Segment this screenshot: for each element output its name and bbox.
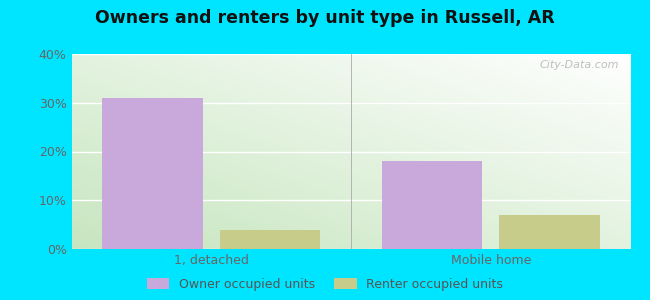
- Bar: [499, 215, 600, 249]
- Bar: [102, 98, 203, 249]
- Legend: Owner occupied units, Renter occupied units: Owner occupied units, Renter occupied un…: [147, 278, 503, 291]
- Bar: [382, 161, 482, 249]
- Text: Owners and renters by unit type in Russell, AR: Owners and renters by unit type in Russe…: [95, 9, 555, 27]
- Text: City-Data.com: City-Data.com: [540, 60, 619, 70]
- Bar: [220, 230, 320, 249]
